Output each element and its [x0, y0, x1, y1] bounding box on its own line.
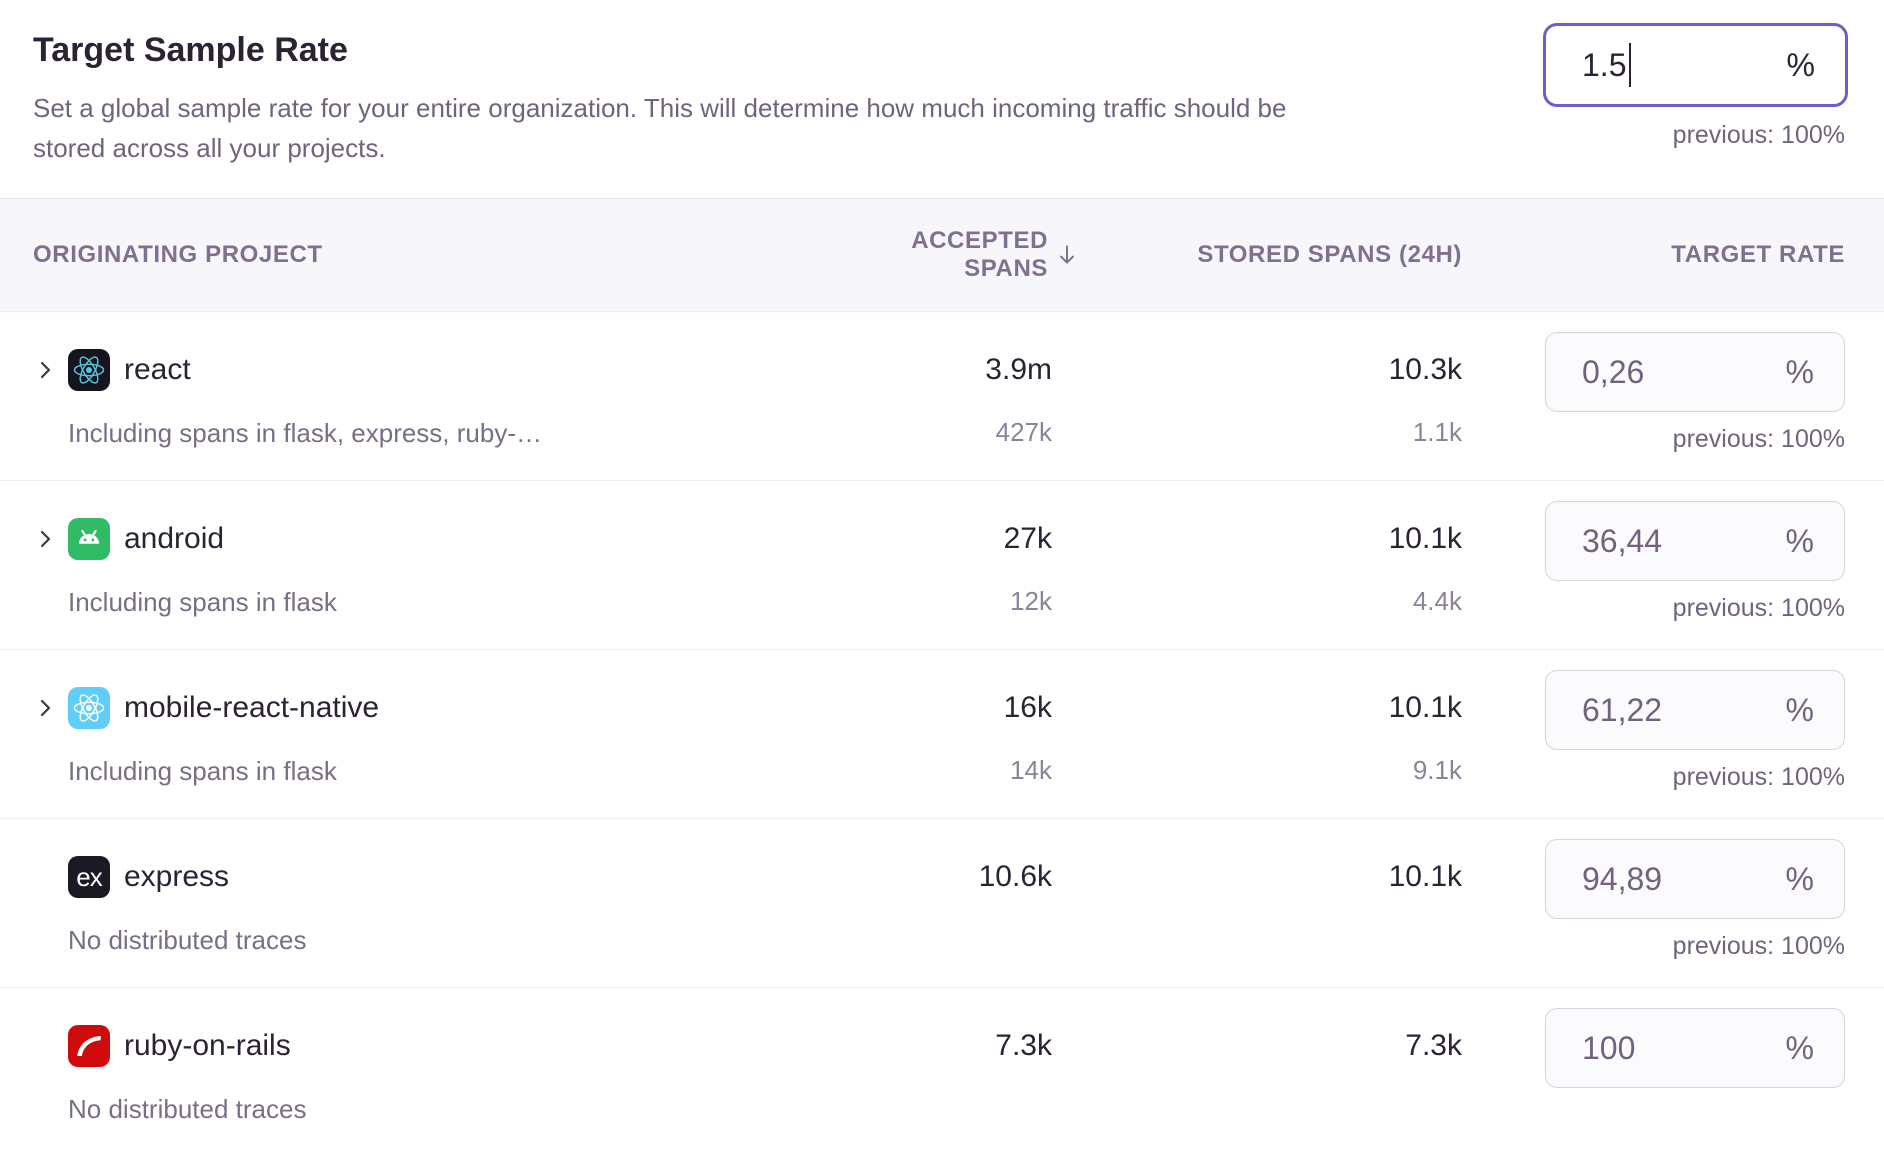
react-native-icon [68, 687, 110, 729]
accepted-spans-cell: 10.6k [880, 855, 1052, 923]
stored-spans-cell: 10.3k 1.1k [1052, 348, 1462, 448]
expand-chevron-icon[interactable] [33, 527, 57, 551]
project-cell: mobile-react-native Including spans in fl… [33, 686, 880, 787]
previous-rate-label: previous: 100% [1672, 425, 1845, 453]
stored-spans-cell: 10.1k 9.1k [1052, 686, 1462, 786]
previous-rate-label: previous: 100% [1672, 763, 1845, 791]
accepted-spans-cell: 3.9m 427k [880, 348, 1052, 448]
project-subtext: Including spans in flask, express, ruby-… [68, 418, 542, 448]
project-name[interactable]: android [124, 522, 225, 555]
stored-spans-value: 10.1k [1388, 522, 1462, 555]
react-icon [68, 349, 110, 391]
stored-spans-value: 10.3k [1388, 353, 1462, 386]
stored-spans-cell: 7.3k [1052, 1024, 1462, 1092]
stored-spans-cell: 10.1k [1052, 855, 1462, 923]
percent-suffix: % [1786, 46, 1815, 83]
accepted-spans-subvalue: 12k [1010, 586, 1052, 616]
stored-spans-value: 10.1k [1388, 691, 1462, 724]
percent-suffix: % [1785, 522, 1814, 559]
column-stored-spans[interactable]: STORED SPANS (24H) [1197, 241, 1462, 268]
global-sample-rate-input[interactable]: 1.5 % [1543, 23, 1848, 107]
table-row: android Including spans in flask 27k 12k 10.… [0, 481, 1884, 650]
percent-suffix: % [1785, 691, 1814, 728]
android-icon [68, 518, 110, 560]
accepted-spans-value: 16k [1003, 691, 1052, 724]
express-icon: ex [68, 856, 110, 898]
target-rate-cell: 100% [1462, 1008, 1845, 1088]
percent-suffix: % [1785, 860, 1814, 897]
stored-spans-subvalue: 1.1k [1412, 417, 1462, 447]
global-previous-rate-label: previous: 100% [1672, 121, 1845, 149]
target-rate-cell: 36,44% previous: 100% [1462, 501, 1845, 623]
project-name[interactable]: react [124, 353, 191, 386]
percent-suffix: % [1785, 1029, 1814, 1066]
column-originating-project[interactable]: ORIGINATING PROJECT [33, 241, 323, 268]
project-sample-rate-value[interactable]: 94,89 [1582, 860, 1663, 897]
project-cell: react Including spans in flask, express, … [33, 348, 880, 449]
stored-spans-cell: 10.1k 4.4k [1052, 517, 1462, 617]
accepted-spans-value: 27k [1003, 522, 1052, 555]
column-target-rate[interactable]: TARGET RATE [1671, 241, 1845, 268]
accepted-spans-cell: 27k 12k [880, 517, 1052, 617]
project-sample-rate-input[interactable]: 61,22% [1545, 670, 1845, 750]
section-title: Target Sample Rate [33, 31, 348, 69]
accepted-spans-value: 10.6k [978, 860, 1052, 893]
project-sample-rate-value[interactable]: 36,44 [1582, 522, 1663, 559]
project-sample-rate-input[interactable]: 0,26% [1545, 332, 1845, 412]
project-subtext: No distributed traces [68, 925, 307, 955]
project-cell: android Including spans in flask [33, 517, 880, 618]
projects-table-body: react Including spans in flask, express, … [0, 312, 1884, 1157]
stored-spans-subvalue: 9.1k [1412, 755, 1462, 785]
section-description: Set a global sample rate for your entire… [33, 93, 1287, 163]
accepted-spans-subvalue: 14k [1010, 755, 1052, 785]
project-sample-rate-value[interactable]: 100 [1582, 1029, 1636, 1066]
accepted-spans-cell: 16k 14k [880, 686, 1052, 786]
accepted-spans-value: 3.9m [985, 353, 1052, 386]
table-row: mobile-react-native Including spans in fl… [0, 650, 1884, 819]
global-sample-rate-value[interactable]: 1.5 [1582, 46, 1627, 83]
column-accepted-spans-label: ACCEPTED SPANS [911, 227, 1048, 282]
column-accepted-spans[interactable]: ACCEPTED SPANS [880, 227, 1074, 283]
stored-spans-value: 10.1k [1388, 860, 1462, 893]
target-rate-cell: 94,89% previous: 100% [1462, 839, 1845, 961]
accepted-spans-value: 7.3k [995, 1029, 1052, 1062]
sort-descending-icon [1054, 242, 1080, 268]
project-name[interactable]: mobile-react-native [124, 691, 380, 724]
project-subtext: Including spans in flask [68, 587, 337, 617]
text-cursor [1629, 43, 1632, 87]
project-sample-rate-input[interactable]: 36,44% [1545, 501, 1845, 581]
project-subtext: Including spans in flask [68, 756, 337, 786]
expand-chevron-icon[interactable] [33, 358, 57, 382]
table-header: ORIGINATING PROJECT ACCEPTED SPANS STORE… [0, 198, 1884, 312]
target-sample-rate-section: Target Sample Rate Set a global sample r… [0, 0, 1884, 198]
accepted-spans-cell: 7.3k [880, 1024, 1052, 1092]
project-name[interactable]: ruby-on-rails [124, 1029, 291, 1062]
table-row: ex express No distributed traces 10.6k 10.1k… [0, 819, 1884, 988]
target-rate-cell: 61,22% previous: 100% [1462, 670, 1845, 792]
table-row: react Including spans in flask, express, … [0, 312, 1884, 481]
target-rate-cell: 0,26% previous: 100% [1462, 332, 1845, 454]
project-sample-rate-input[interactable]: 100% [1545, 1008, 1845, 1088]
rails-icon [68, 1025, 110, 1067]
previous-rate-label: previous: 100% [1672, 594, 1845, 622]
percent-suffix: % [1785, 353, 1814, 390]
project-sample-rate-value[interactable]: 61,22 [1582, 691, 1663, 728]
table-row: ruby-on-rails No distributed traces 7.3k 7.… [0, 988, 1884, 1157]
project-cell: ruby-on-rails No distributed traces [33, 1024, 880, 1125]
project-cell: ex express No distributed traces [33, 855, 880, 956]
stored-spans-subvalue: 4.4k [1412, 586, 1462, 616]
project-sample-rate-input[interactable]: 94,89% [1545, 839, 1845, 919]
project-name[interactable]: express [124, 860, 230, 893]
accepted-spans-subvalue: 427k [995, 417, 1052, 447]
expand-chevron-icon[interactable] [33, 696, 57, 720]
previous-rate-label: previous: 100% [1672, 932, 1845, 960]
project-sample-rate-value[interactable]: 0,26 [1582, 353, 1645, 390]
stored-spans-value: 7.3k [1405, 1029, 1462, 1062]
project-subtext: No distributed traces [68, 1094, 307, 1124]
